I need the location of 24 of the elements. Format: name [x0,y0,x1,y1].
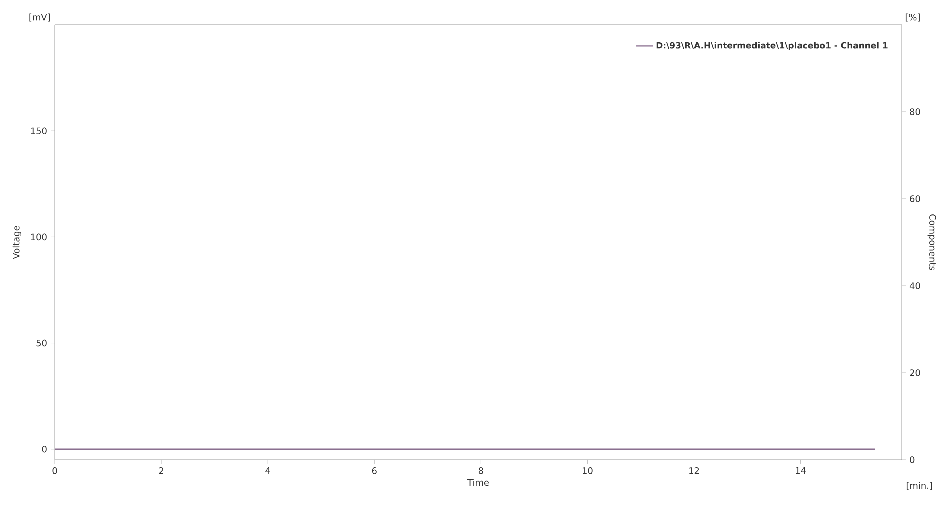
x-tick-label: 4 [266,468,270,474]
x-tick-label: 14 [796,468,806,474]
y-tick-label: 100 [31,234,47,241]
y-tick-label: 50 [36,340,47,347]
y-axis-title: Voltage [12,226,22,260]
x-tick-label: 12 [690,468,700,474]
y2-tick-label: 80 [910,108,920,116]
y2-tick-label: 60 [910,196,920,202]
text: [%] [906,14,920,22]
y2-tick-label: 0 [910,456,915,464]
y-tick-label: 0 [42,446,47,453]
x-tick-label: 6 [372,468,377,474]
y2-tick-label: 20 [910,370,920,376]
y2-tick-label: 40 [910,282,920,290]
legend-label: D:\93\R\A.H\intermediate\1\placebo1 - Channel 1 [656,42,888,50]
y-tick-label: 150 [31,128,47,134]
x-axis-title: Time [468,479,490,486]
x-tick-label: 0 [52,468,58,474]
y2-axis-title: Components [928,214,936,270]
x-tick-label: 8 [478,468,484,474]
text: [mV] [30,14,50,22]
x-tick-label: 10 [582,468,593,474]
text: [min.] [906,482,932,490]
x-tick-label: 2 [159,468,164,474]
